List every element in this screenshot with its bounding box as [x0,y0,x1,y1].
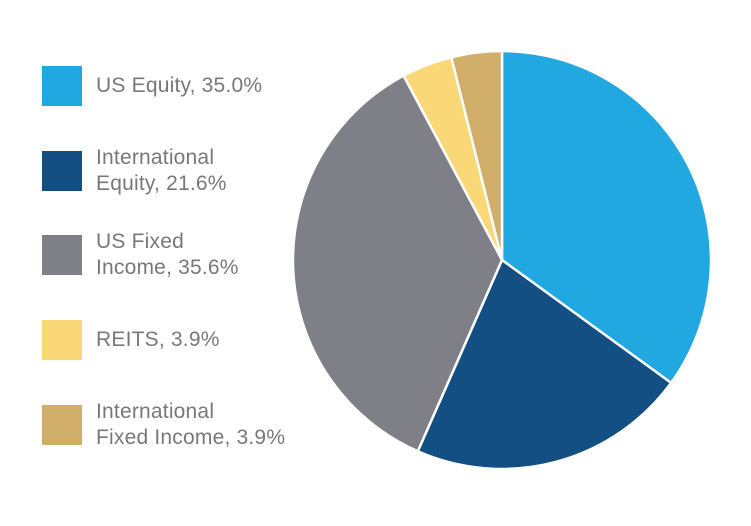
legend-label-line: International [96,146,215,169]
legend-swatch-international-fixed-income [42,405,82,445]
legend-label-line: Fixed Income, 3.9% [96,426,286,449]
legend-swatch-reits [42,320,82,360]
legend-label-international-fixed-income: International Fixed Income, 3.9% [96,399,366,451]
legend-label-line: US Equity, 35.0% [96,74,263,97]
legend-swatch-international-equity [42,151,82,191]
legend-swatch-us-fixed-income [42,235,82,275]
pie-slice-international-fixed-income [450,49,504,262]
legend-label-international-equity: International Equity, 21.6% [96,145,366,197]
pie-slice-us-equity [500,49,713,385]
legend-swatch-us-equity [42,66,82,106]
legend-label-reits: REITS, 3.9% [96,327,366,353]
chart-legend: US Equity, 35.0% International Equity, 21.… [42,66,366,451]
legend-label-us-equity: US Equity, 35.0% [96,73,366,99]
pie-slice-us-fixed-income [291,74,504,453]
legend-label-line: REITS, 3.9% [96,328,220,351]
legend-label-line: Equity, 21.6% [96,172,227,195]
legend-label-line: US Fixed [96,230,184,253]
pie-slice-international-equity [416,258,673,471]
legend-label-us-fixed-income: US Fixed Income, 35.6% [96,229,366,281]
legend-label-line: Income, 35.6% [96,256,239,279]
legend-label-line: International [96,400,215,423]
